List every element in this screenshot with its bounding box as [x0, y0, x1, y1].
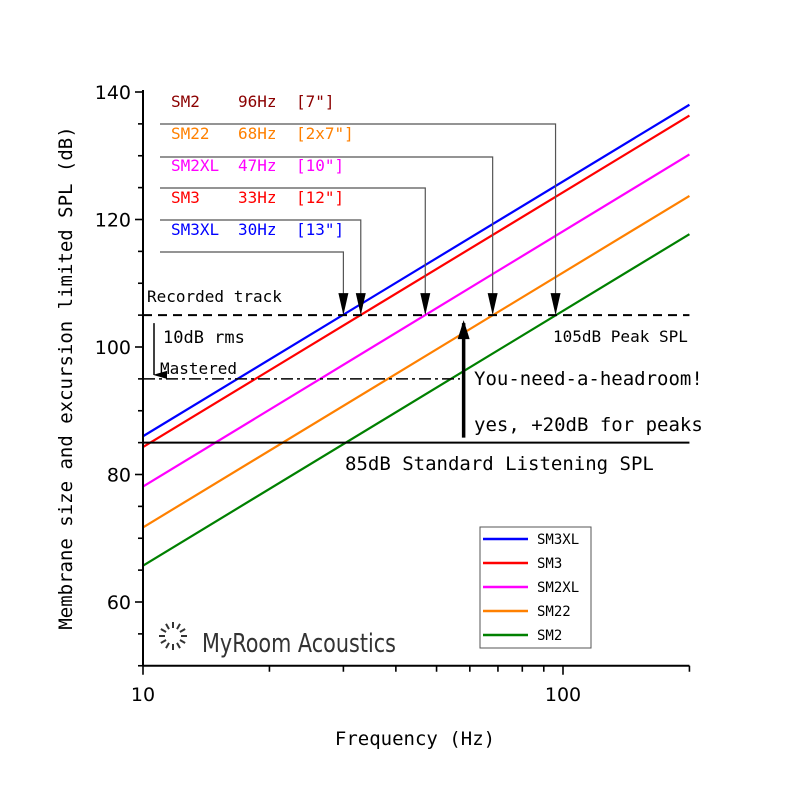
- standard-spl-label: 85dB Standard Listening SPL: [345, 453, 654, 475]
- logo-ray: [179, 628, 186, 633]
- y-tick-label: 100: [95, 337, 131, 359]
- series-line-sm22: [142, 194, 691, 529]
- logo-ray: [176, 642, 181, 649]
- recorded-track-label: Recorded track: [147, 287, 282, 306]
- peaks-label: yes, +20dB for peaks: [474, 414, 703, 436]
- myroom-logo: MyRoom Acoustics: [159, 622, 396, 659]
- headroom-label: You-need-a-headroom!: [474, 368, 703, 390]
- callout-arrowhead-sm3xl: [338, 293, 349, 316]
- y-tick-label: 120: [95, 210, 131, 232]
- callout-model-sm2: SM2: [171, 92, 200, 111]
- legend-label-sm3: SM3: [537, 556, 562, 572]
- y-tick-label: 60: [107, 592, 131, 614]
- callout-freq-sm3: 33Hz: [238, 188, 277, 207]
- callout-leader-sm2xl: [160, 187, 426, 314]
- legend-label-sm22: SM22: [537, 604, 571, 620]
- logo-ray: [179, 639, 186, 644]
- y-tick-label: 80: [107, 465, 131, 487]
- callout-freq-sm22: 68Hz: [238, 124, 277, 143]
- callout-arrowhead-sm22: [487, 293, 498, 316]
- legend: SM3XL SM3 SM2XL SM22 SM2: [479, 526, 592, 649]
- logo-ray: [165, 642, 170, 649]
- peak-spl-label: 105dB Peak SPL: [553, 327, 688, 346]
- series-line-sm3: [142, 114, 691, 449]
- callout-size-sm22: [2x7"]: [296, 124, 354, 143]
- logo-ray: [165, 623, 170, 630]
- legend-label-sm2: SM2: [537, 628, 562, 644]
- callout-model-sm22: SM22: [171, 124, 210, 143]
- callout-arrowhead-sm3: [355, 293, 366, 316]
- logo-text: MyRoom Acoustics: [202, 629, 396, 659]
- callout-leader-sm3xl: [160, 251, 344, 314]
- series-line-sm2xl: [142, 153, 691, 488]
- callout-leader-sm3: [160, 219, 362, 314]
- callout-model-sm3xl: SM3XL: [171, 220, 219, 239]
- logo-ray: [176, 623, 181, 630]
- callout-leader-sm22: [160, 156, 494, 314]
- callout-size-sm2xl: [10"]: [296, 156, 344, 175]
- callout-freq-sm3xl: 30Hz: [238, 220, 277, 239]
- callout-size-sm2: [7"]: [296, 92, 335, 111]
- mastered-label: Mastered: [160, 359, 237, 378]
- logo-ray: [160, 628, 167, 633]
- callout-size-sm3: [12"]: [296, 188, 344, 207]
- callout-model-sm3: SM3: [171, 188, 200, 207]
- callout-arrowhead-sm2xl: [420, 293, 431, 316]
- callout-arrowhead-sm2: [550, 293, 561, 316]
- x-tick-label: 10: [131, 684, 155, 706]
- callout-freq-sm2xl: 47Hz: [238, 156, 277, 175]
- logo-ray: [160, 639, 167, 644]
- headroom-arrowhead: [457, 320, 470, 340]
- rms-label: 10dB rms: [163, 328, 245, 348]
- callout-leader-sm2: [160, 123, 557, 314]
- legend-label-sm2xl: SM2XL: [537, 580, 579, 596]
- x-axis-label: Frequency (Hz): [335, 728, 495, 750]
- series-line-sm3xl: [142, 103, 691, 438]
- legend-label-sm3xl: SM3XL: [537, 532, 579, 548]
- series-line-sm2: [142, 233, 691, 567]
- y-tick-label: 140: [95, 82, 131, 104]
- callout-model-sm2xl: SM2XL: [171, 156, 219, 175]
- callout-size-sm3xl: [13"]: [296, 220, 344, 239]
- callout-freq-sm2: 96Hz: [238, 92, 277, 111]
- x-tick-label: 100: [545, 684, 581, 706]
- y-axis-label: Membrane size and excursion limited SPL …: [55, 126, 77, 629]
